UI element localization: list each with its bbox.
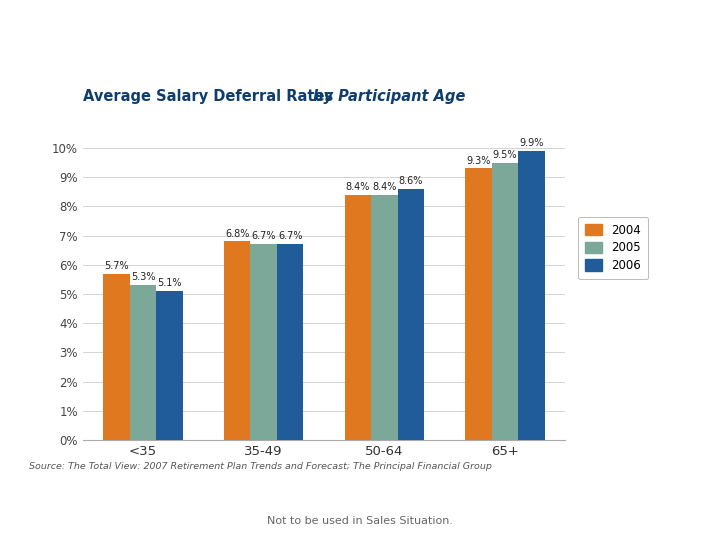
Text: 6.7%: 6.7% xyxy=(251,232,276,241)
Bar xyxy=(518,151,545,440)
Text: 9.9%: 9.9% xyxy=(519,138,544,148)
Text: 5.7%: 5.7% xyxy=(104,261,129,271)
Bar xyxy=(344,195,371,440)
Text: 5.3%: 5.3% xyxy=(131,272,156,282)
Text: Not to be used in Sales Situation.: Not to be used in Sales Situation. xyxy=(267,516,453,526)
Bar xyxy=(277,245,304,440)
Text: 8.4%: 8.4% xyxy=(372,182,397,192)
Bar xyxy=(397,189,424,440)
Text: 6.7%: 6.7% xyxy=(278,232,302,241)
Text: by Participant Age: by Participant Age xyxy=(313,89,466,104)
Text: Average Salary Deferral Rates: Average Salary Deferral Rates xyxy=(83,89,338,104)
Text: Average Salary Deferral Rates: Average Salary Deferral Rates xyxy=(135,40,585,66)
Text: 9.3%: 9.3% xyxy=(466,156,490,166)
Text: 5.1%: 5.1% xyxy=(158,278,182,288)
Bar xyxy=(224,241,251,440)
Bar xyxy=(156,291,183,440)
Bar xyxy=(492,163,518,440)
Text: 6.8%: 6.8% xyxy=(225,228,249,239)
Text: 8.6%: 8.6% xyxy=(399,176,423,186)
Bar xyxy=(103,274,130,440)
Bar xyxy=(465,168,492,440)
Legend: 2004, 2005, 2006: 2004, 2005, 2006 xyxy=(578,217,648,279)
Text: Source: The Total View: 2007 Retirement Plan Trends and Forecast; The Principal : Source: The Total View: 2007 Retirement … xyxy=(29,462,492,471)
Bar xyxy=(130,285,156,440)
Text: 8.4%: 8.4% xyxy=(346,182,370,192)
Bar xyxy=(251,245,277,440)
Text: 9.5%: 9.5% xyxy=(492,150,517,160)
Bar xyxy=(371,195,397,440)
